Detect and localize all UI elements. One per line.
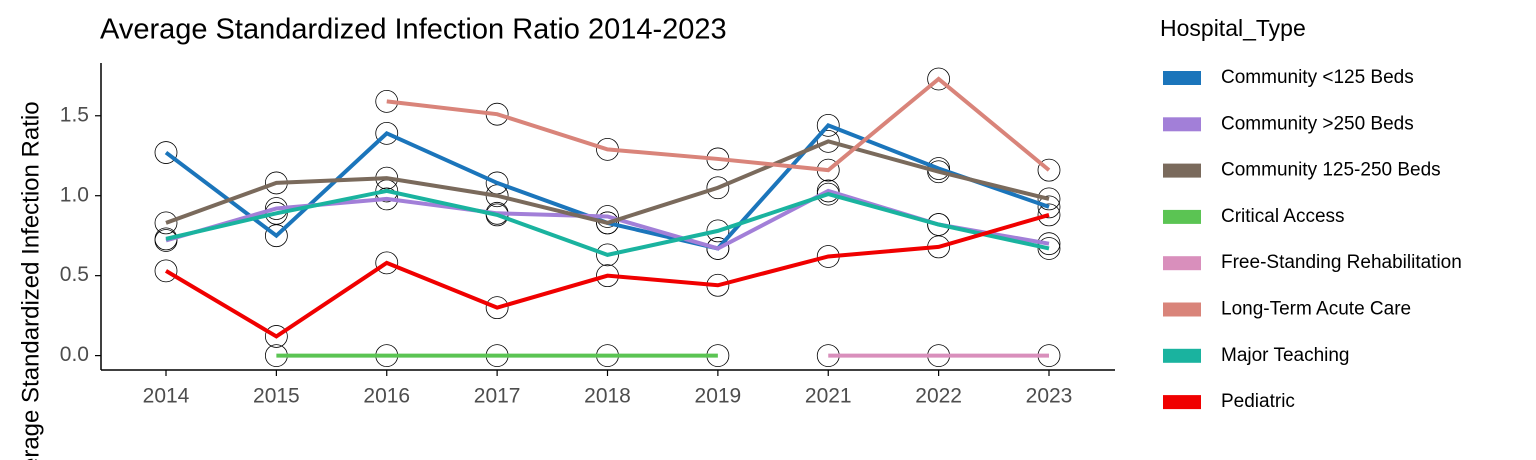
series-line bbox=[165, 188, 1050, 257]
legend-label: Critical Access bbox=[1221, 206, 1345, 227]
legend-swatch bbox=[1163, 71, 1201, 85]
legend-swatch bbox=[1163, 209, 1201, 224]
legend-swatch bbox=[1163, 302, 1201, 317]
point bbox=[375, 251, 399, 275]
y-tick-label: 1.0 bbox=[60, 183, 89, 206]
point bbox=[706, 237, 730, 260]
y-tick-label: 1.5 bbox=[60, 103, 89, 126]
x-tick-label: 2017 bbox=[474, 385, 521, 408]
legend-swatch bbox=[1163, 117, 1201, 132]
y-axis-label: Average Standardized Infection Ratio bbox=[17, 101, 44, 460]
chart-title: Average Standardized Infection Ratio 201… bbox=[100, 14, 727, 46]
point bbox=[596, 211, 619, 235]
series-line bbox=[386, 76, 1051, 173]
legend-swatch bbox=[1163, 395, 1201, 410]
point bbox=[154, 211, 178, 235]
point bbox=[1037, 195, 1061, 219]
point bbox=[154, 141, 178, 164]
legend-label: Free-Standing Rehabilitation bbox=[1221, 252, 1462, 273]
legend-label: Major Teaching bbox=[1221, 345, 1350, 366]
point bbox=[816, 129, 840, 153]
x-tick-label: 2019 bbox=[695, 385, 742, 408]
point bbox=[375, 121, 399, 145]
legend-label: Community 125-250 Beds bbox=[1221, 160, 1441, 181]
y-tick-label: 0.0 bbox=[60, 343, 89, 366]
legend-swatch bbox=[1163, 348, 1201, 363]
point bbox=[927, 67, 951, 91]
point bbox=[1037, 187, 1061, 211]
legend-label: Long-Term Acute Care bbox=[1221, 299, 1411, 320]
x-tick-label: 2021 bbox=[805, 385, 852, 408]
point bbox=[264, 325, 288, 348]
point bbox=[1037, 158, 1061, 182]
x-tick-label: 2023 bbox=[1026, 385, 1073, 408]
x-tick-label: 2015 bbox=[253, 385, 300, 408]
point bbox=[1037, 237, 1061, 260]
point bbox=[596, 243, 619, 267]
series-line bbox=[164, 122, 1050, 251]
x-tick-label: 2022 bbox=[915, 385, 962, 408]
x-tick-label: 2018 bbox=[584, 385, 631, 408]
legend-swatch bbox=[1163, 256, 1201, 271]
legend-label: Community >250 Beds bbox=[1221, 113, 1414, 134]
y-tick-label: 0.5 bbox=[60, 263, 89, 286]
legend-label: Community <125 Beds bbox=[1221, 67, 1414, 88]
legend-swatch bbox=[1163, 163, 1201, 178]
series-line bbox=[165, 139, 1050, 225]
point bbox=[816, 179, 840, 203]
x-tick-label: 2014 bbox=[143, 385, 190, 408]
legend-label: Pediatric bbox=[1221, 391, 1295, 412]
legend-title: Hospital_Type bbox=[1160, 15, 1306, 41]
point bbox=[816, 113, 840, 137]
point bbox=[154, 259, 178, 283]
point bbox=[706, 219, 730, 243]
point bbox=[1037, 203, 1061, 227]
point bbox=[706, 176, 730, 200]
series-line bbox=[164, 212, 1050, 339]
x-tick-label: 2016 bbox=[363, 385, 410, 408]
point bbox=[485, 296, 509, 320]
